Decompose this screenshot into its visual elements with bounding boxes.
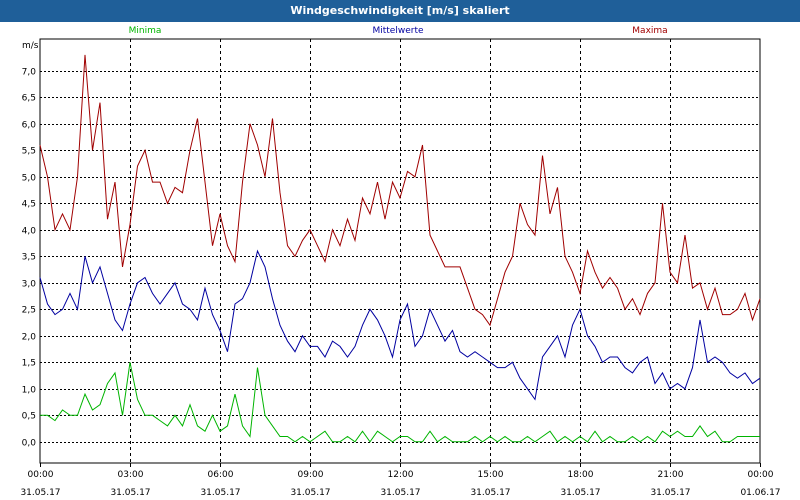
series-line-mittelwerte bbox=[39, 249, 761, 401]
y-tick-label: 4,5 bbox=[22, 200, 36, 210]
x-tick-time-label: 03:00 bbox=[118, 470, 144, 480]
y-tick-label: 1,5 bbox=[22, 359, 36, 369]
x-tick-time-label: 09:00 bbox=[298, 470, 324, 480]
window-title: Windgeschwindigkeit [m/s] skaliert bbox=[0, 0, 800, 22]
y-tick-label: 5,5 bbox=[22, 147, 36, 157]
y-tick-labels: 7,0 6,5 6,0 5,5 5,0 4,5 4,0 3,5 3,0 2,5 2,0 1,5 1,0 0… bbox=[22, 68, 37, 449]
legend-entry-mittelwerte: Mittelwerte bbox=[372, 26, 423, 36]
x-tick-time-label: 21:00 bbox=[658, 470, 684, 480]
plot-area-frame bbox=[39, 38, 761, 464]
x-tick-time-label: 15:00 bbox=[478, 470, 504, 480]
y-tick-label: 2,5 bbox=[22, 306, 36, 316]
legend: Minima Mittelwerte Maxima bbox=[129, 26, 668, 36]
series-line-maxima bbox=[39, 54, 761, 327]
x-tick-date-label: 01.06.17 bbox=[740, 488, 780, 498]
y-tick-label: 2,0 bbox=[22, 333, 37, 343]
x-tick-time-label: 00:00 bbox=[28, 470, 54, 480]
y-tick-label: 5,0 bbox=[22, 174, 37, 184]
x-tick-time-label: 18:00 bbox=[568, 470, 594, 480]
y-tick-label: 3,0 bbox=[22, 280, 37, 290]
y-axis-label: m/s bbox=[22, 41, 39, 51]
x-tick-date-label: 31.05.17 bbox=[470, 488, 510, 498]
x-tick-time-label: 06:00 bbox=[208, 470, 234, 480]
y-tick-label: 7,0 bbox=[22, 68, 37, 78]
legend-entry-maxima: Maxima bbox=[632, 26, 667, 36]
chart: m/s Minima Mittelwerte Maxima 7,0 6,5 6,0 5,5… bbox=[0, 22, 800, 500]
y-tick-label: 6,5 bbox=[22, 94, 36, 104]
y-tick-label: 6,0 bbox=[22, 121, 37, 131]
x-tick-date-label: 31.05.17 bbox=[650, 488, 690, 498]
x-tick-date-label: 31.05.17 bbox=[560, 488, 600, 498]
y-tick-label: 1,0 bbox=[22, 386, 37, 396]
grid bbox=[40, 39, 761, 467]
x-tick-labels: 00:00 31.05.17 03:00 31.05.17 06:00 31.05.17 0… bbox=[20, 470, 780, 498]
x-tick-date-label: 31.05.17 bbox=[110, 488, 150, 498]
x-tick-date-label: 31.05.17 bbox=[200, 488, 240, 498]
x-tick-date-label: 31.05.17 bbox=[380, 488, 420, 498]
series-lines bbox=[39, 54, 761, 443]
y-tick-label: 0,5 bbox=[22, 412, 36, 422]
y-tick-label: 4,0 bbox=[22, 227, 37, 237]
y-tick-label: 0,0 bbox=[22, 439, 37, 449]
legend-entry-minima: Minima bbox=[129, 26, 162, 36]
x-tick-date-label: 31.05.17 bbox=[20, 488, 60, 498]
series-line-minima bbox=[40, 362, 760, 443]
x-tick-time-label: 12:00 bbox=[388, 470, 414, 480]
x-tick-time-label: 00:00 bbox=[748, 470, 774, 480]
y-tick-label: 3,5 bbox=[22, 253, 36, 263]
x-tick-date-label: 31.05.17 bbox=[290, 488, 330, 498]
